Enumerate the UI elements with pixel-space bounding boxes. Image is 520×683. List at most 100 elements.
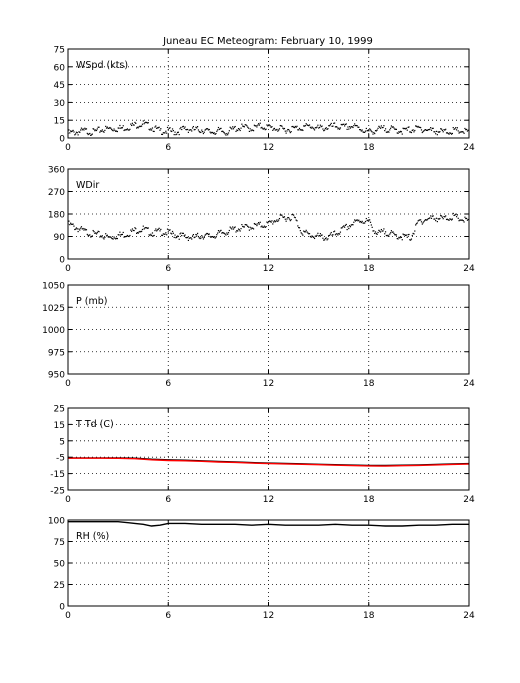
data-point — [345, 223, 347, 226]
data-point — [303, 125, 305, 127]
data-point — [237, 129, 239, 132]
data-point — [298, 227, 301, 229]
data-point — [289, 131, 291, 134]
data-point — [142, 120, 144, 122]
data-point — [204, 234, 206, 236]
data-point — [321, 125, 323, 127]
data-point — [430, 215, 432, 217]
data-point — [166, 234, 168, 236]
data-point — [257, 221, 260, 224]
data-point — [383, 228, 385, 230]
data-point — [272, 129, 274, 131]
data-point — [444, 216, 446, 218]
data-point — [130, 229, 132, 231]
data-point — [288, 130, 291, 132]
data-point — [344, 125, 346, 127]
data-point — [75, 228, 77, 230]
data-point — [380, 228, 382, 231]
data-point — [320, 234, 322, 236]
data-point — [320, 126, 322, 128]
data-point — [126, 234, 129, 237]
data-point — [159, 129, 161, 131]
data-point — [307, 124, 309, 126]
data-point — [191, 235, 194, 237]
data-point — [312, 127, 314, 129]
data-point — [138, 126, 140, 128]
data-point — [432, 127, 434, 129]
data-point — [243, 126, 245, 128]
data-point — [69, 132, 71, 134]
data-point — [89, 234, 91, 236]
data-point — [419, 126, 421, 128]
data-point — [363, 131, 365, 133]
data-point — [455, 213, 457, 215]
data-point — [454, 214, 456, 216]
data-point — [313, 237, 316, 240]
y-tick-label: 1000 — [42, 326, 65, 336]
data-point — [405, 234, 408, 236]
data-point — [143, 123, 145, 125]
data-point — [107, 127, 109, 129]
data-point — [450, 133, 453, 135]
data-point — [435, 220, 437, 222]
data-point — [290, 219, 292, 221]
data-point — [374, 232, 376, 235]
data-point — [274, 221, 276, 223]
y-tick-label: -25 — [50, 487, 65, 497]
data-point — [160, 128, 162, 130]
data-point — [445, 132, 448, 134]
data-point — [77, 230, 79, 233]
data-point — [297, 225, 299, 227]
data-point — [327, 238, 329, 240]
data-point — [353, 125, 355, 127]
data-point — [270, 126, 272, 128]
data-point — [137, 127, 139, 129]
data-point — [386, 131, 388, 133]
data-point — [206, 232, 208, 235]
data-point — [201, 235, 203, 237]
data-point — [438, 131, 440, 133]
data-point — [379, 231, 382, 233]
data-point — [310, 236, 312, 238]
data-point — [214, 237, 216, 239]
data-point — [364, 222, 366, 224]
data-point — [332, 125, 334, 127]
data-point — [403, 234, 405, 236]
data-point — [240, 228, 242, 230]
data-point — [250, 228, 252, 230]
data-point — [141, 228, 144, 231]
data-point — [204, 129, 206, 131]
data-point — [92, 128, 94, 130]
x-tick-label: 18 — [363, 611, 375, 621]
data-point — [209, 131, 211, 133]
data-point — [219, 230, 221, 232]
data-point — [175, 134, 177, 136]
data-point — [283, 216, 286, 218]
data-point — [234, 226, 236, 228]
data-point — [111, 129, 113, 131]
data-point — [273, 128, 275, 130]
y-tick-label: 60 — [54, 63, 66, 73]
data-point — [70, 130, 72, 132]
data-point — [262, 128, 264, 130]
data-point — [232, 228, 235, 230]
data-point — [258, 223, 261, 225]
data-point — [89, 132, 91, 135]
data-point — [404, 127, 406, 130]
data-point — [141, 123, 144, 125]
data-point — [268, 124, 270, 126]
data-point — [453, 128, 455, 130]
data-point — [263, 225, 266, 227]
data-point — [196, 232, 199, 234]
data-point — [339, 233, 341, 235]
data-point — [161, 133, 164, 136]
data-point — [83, 129, 85, 131]
data-point — [169, 127, 171, 129]
data-point — [225, 134, 227, 136]
data-point — [305, 123, 307, 125]
data-point — [415, 125, 418, 127]
data-point — [334, 126, 337, 128]
data-point — [382, 126, 384, 129]
data-point — [262, 128, 265, 130]
data-point — [465, 128, 468, 131]
